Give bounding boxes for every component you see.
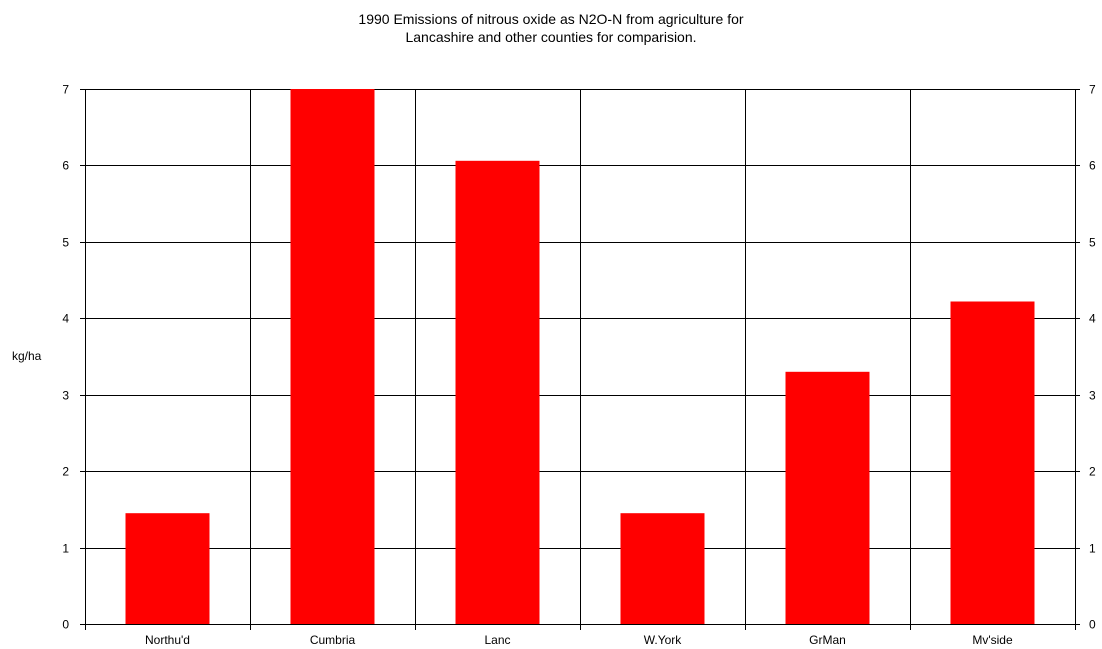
y-tick-label-right: 1 [1089,542,1096,556]
axes [80,89,1080,630]
x-tick-label: Cumbria [310,633,356,647]
bar [455,160,540,625]
chart-title-line-1: 1990 Emissions of nitrous oxide as N2O-N… [358,11,744,27]
y-tick-label-left: 7 [62,83,69,97]
bar [125,513,210,624]
bar [620,513,705,624]
bar [290,89,375,624]
chart-title-line-2: Lancashire and other counties for compar… [405,29,697,45]
y-axis-label: kg/ha [12,349,42,363]
chart-title: 1990 Emissions of nitrous oxide as N2O-N… [0,10,1102,46]
y-tick-label-left: 5 [62,236,69,250]
y-tick-label-right: 3 [1089,389,1096,403]
y-tick-label-left: 6 [62,159,69,173]
y-tick-label-left: 3 [62,389,69,403]
bar [950,301,1035,624]
x-tick-label: Lanc [484,633,510,647]
bar [785,371,870,624]
x-tick-label: W.York [644,633,683,647]
y-tick-label-right: 2 [1089,465,1096,479]
x-tick-label: Northu'd [145,633,190,647]
y-tick-label-right: 0 [1089,618,1096,632]
bars [125,89,1035,625]
gridlines [85,89,1075,630]
y-tick-label-left: 2 [62,465,69,479]
x-tick-label: Mv'side [972,633,1013,647]
y-tick-label-right: 5 [1089,236,1096,250]
y-tick-label-right: 7 [1089,83,1096,97]
y-tick-label-right: 4 [1089,312,1096,326]
tick-labels: 0 0 1 1 2 2 3 3 4 4 5 5 6 6 7 7 Northu'd Cumbria Lanc W.Yor… [62,83,1096,648]
y-tick-label-left: 4 [62,312,69,326]
y-tick-label-left: 1 [62,542,69,556]
y-tick-label-left: 0 [62,618,69,632]
y-tick-label-right: 6 [1089,159,1096,173]
x-tick-label: GrMan [809,633,846,647]
